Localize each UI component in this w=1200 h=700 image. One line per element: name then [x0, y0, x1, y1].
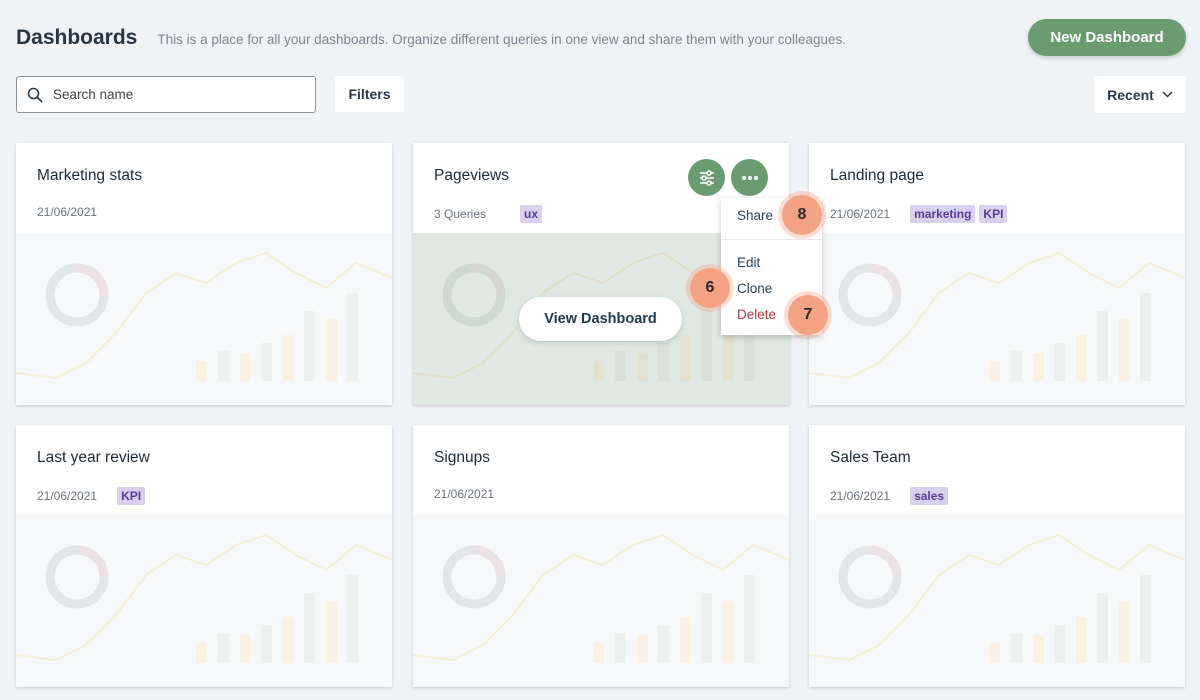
annotation-badge-clone: 6	[690, 268, 730, 308]
card-meta: 21/06/2021	[434, 487, 494, 501]
chevron-down-icon	[1162, 91, 1173, 98]
card-query-count: 3 Queries	[434, 207, 487, 221]
chart-preview-icon	[809, 233, 1185, 405]
annotation-badge-share: 8	[782, 195, 822, 235]
menu-item-clone[interactable]: Clone	[737, 281, 773, 296]
card-date: 21/06/2021	[37, 205, 98, 219]
card-preview	[413, 515, 789, 687]
menu-item-delete[interactable]: Delete	[737, 307, 777, 322]
ellipsis-icon	[741, 175, 758, 180]
card-title: Signups	[434, 449, 491, 466]
card-title: Sales Team	[830, 449, 911, 466]
card-date: 21/06/2021	[830, 489, 891, 503]
menu-item-share[interactable]: Share	[737, 208, 774, 223]
page-subtitle: This is a place for all your dashboards.…	[157, 32, 847, 47]
more-options-button[interactable]	[731, 159, 768, 196]
sliders-icon	[699, 169, 714, 186]
search-input[interactable]	[53, 87, 293, 102]
tag-ux[interactable]: ux	[520, 205, 543, 223]
card-title: Landing page	[830, 167, 924, 184]
card-preview	[16, 233, 392, 405]
new-dashboard-button[interactable]: New Dashboard	[1028, 19, 1186, 56]
card-date: 21/06/2021	[37, 489, 98, 503]
card-preview	[809, 515, 1185, 687]
dashboard-card-marketing-stats[interactable]: Marketing stats 21/06/2021	[16, 143, 392, 405]
card-meta: 21/06/2021 sales	[830, 487, 949, 505]
tag-marketing[interactable]: marketing	[910, 205, 976, 223]
chart-preview-icon	[16, 233, 392, 405]
card-title: Marketing stats	[37, 167, 143, 184]
annotation-badge-delete: 7	[788, 295, 828, 335]
card-meta: 21/06/2021	[37, 205, 97, 219]
search-box[interactable]	[16, 76, 316, 113]
card-title: Last year review	[37, 449, 150, 466]
tag-kpi[interactable]: KPI	[979, 205, 1008, 223]
dashboard-card-sales-team[interactable]: Sales Team 21/06/2021 sales	[809, 425, 1185, 687]
page-title: Dashboards	[16, 26, 138, 49]
chart-preview-icon	[16, 515, 392, 687]
card-meta: 21/06/2021 KPI	[37, 487, 146, 505]
tag-sales[interactable]: sales	[910, 487, 949, 505]
filters-button[interactable]: Filters	[335, 76, 404, 112]
chart-preview-icon	[809, 515, 1185, 687]
view-dashboard-button[interactable]: View Dashboard	[519, 297, 682, 341]
card-preview	[809, 233, 1185, 405]
menu-item-edit[interactable]: Edit	[737, 255, 761, 270]
card-title: Pageviews	[434, 167, 509, 184]
search-icon	[27, 87, 43, 102]
tag-kpi[interactable]: KPI	[117, 487, 146, 505]
card-meta: 21/06/2021 marketing KPI	[830, 205, 1008, 223]
menu-divider	[721, 239, 822, 240]
dashboard-card-last-year-review[interactable]: Last year review 21/06/2021 KPI	[16, 425, 392, 687]
dashboard-card-signups[interactable]: Signups 21/06/2021	[413, 425, 789, 687]
chart-preview-icon	[413, 515, 789, 687]
card-meta: 3 Queries ux	[434, 205, 543, 223]
page-header: Dashboards This is a place for all your …	[16, 26, 846, 50]
card-preview	[16, 515, 392, 687]
dashboard-card-landing-page[interactable]: Landing page 21/06/2021 marketing KPI	[809, 143, 1185, 405]
sort-dropdown[interactable]: Recent	[1094, 76, 1186, 113]
customize-button[interactable]	[688, 159, 725, 196]
card-date: 21/06/2021	[434, 487, 495, 501]
card-date: 21/06/2021	[830, 207, 891, 221]
sort-dropdown-label: Recent	[1107, 86, 1154, 103]
